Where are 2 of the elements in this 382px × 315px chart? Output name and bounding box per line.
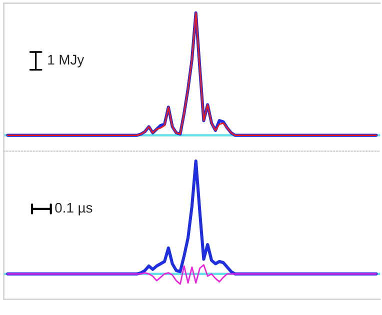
annotation: 0.1 µs	[55, 202, 92, 216]
annotation: 1 MJy	[48, 54, 84, 68]
